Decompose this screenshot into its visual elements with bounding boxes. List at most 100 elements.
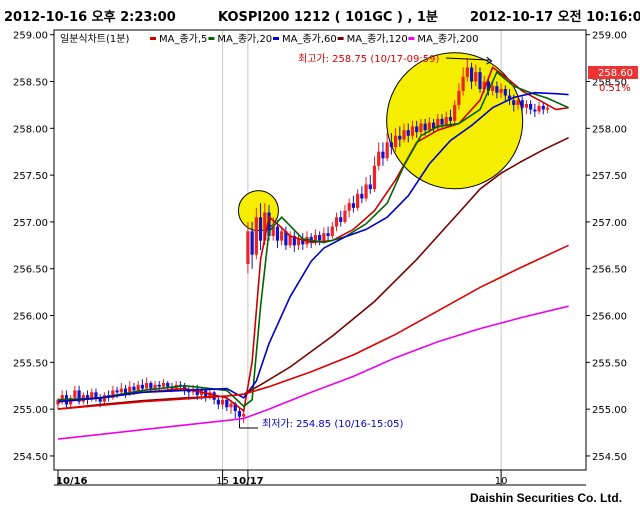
candle-body xyxy=(98,397,102,402)
candle-body xyxy=(153,384,157,389)
legend-label: MA_종가,120 xyxy=(347,33,408,45)
y-tick-label-left: 259.00 xyxy=(13,31,48,42)
y-tick-label-left: 257.50 xyxy=(13,171,48,182)
candle-body xyxy=(288,235,292,246)
candle-body xyxy=(128,386,132,395)
x-axis: 10/16 15 10/17 10 xyxy=(56,470,507,487)
candle-body xyxy=(516,100,520,105)
candle-body xyxy=(499,88,503,93)
y-tick-label-left: 254.50 xyxy=(13,452,48,463)
y-tick-label-right: 257.50 xyxy=(592,171,627,182)
candle-body xyxy=(250,231,254,255)
candle-body xyxy=(254,217,258,255)
candle-body xyxy=(410,126,415,136)
candle-body xyxy=(166,382,170,387)
y-axis-right: 259.00 258.50 258.00 257.50 257.00 256.50 256.… xyxy=(586,31,627,463)
y-tick-label-right: 256.00 xyxy=(592,312,627,323)
candle-body xyxy=(115,390,119,393)
high-price-label: 최고가: 258.75 (10/17-09:59) xyxy=(298,53,439,65)
candle-body xyxy=(368,184,372,190)
candle-body xyxy=(486,81,491,91)
y-tick-label-right: 255.50 xyxy=(592,358,627,369)
y-tick-label-right: 254.50 xyxy=(592,452,627,463)
y-tick-label-left: 257.00 xyxy=(13,218,48,229)
highlight-circle-small xyxy=(237,190,279,232)
candle-body xyxy=(339,217,343,222)
candle-body xyxy=(237,411,242,417)
current-change: 0.51% xyxy=(599,83,631,94)
candle-body xyxy=(123,388,128,395)
candle-body xyxy=(524,103,529,108)
candle-body xyxy=(469,67,474,82)
candle-body xyxy=(440,118,444,125)
candle-body xyxy=(85,395,90,400)
candle-body xyxy=(427,122,431,131)
candle-body xyxy=(187,390,191,393)
high-arrowhead xyxy=(486,56,493,65)
candle-body xyxy=(461,76,465,91)
candle-body xyxy=(145,382,149,389)
legend-title: 일분식차트(1분) xyxy=(60,33,129,45)
high-pointer xyxy=(445,57,491,61)
candle-body xyxy=(229,403,233,408)
candle-body xyxy=(503,88,507,96)
candle-body xyxy=(533,109,537,112)
candle-body xyxy=(216,399,220,405)
candle-body xyxy=(275,226,280,241)
candle-body xyxy=(334,217,339,227)
candle-body xyxy=(482,81,486,89)
instrument-title: KOSPI200 1212 ( 101GC ) , 1분 xyxy=(218,10,438,25)
ma-line xyxy=(57,305,569,440)
candle-body xyxy=(394,135,398,148)
end-time: 2012-10-17 오전 10:16:00 xyxy=(470,10,640,25)
candle-body xyxy=(453,104,457,121)
x-tick-label: 10 xyxy=(495,476,508,487)
candle-body xyxy=(267,212,271,236)
candle-body xyxy=(296,238,301,246)
candle-body xyxy=(402,130,406,140)
candles xyxy=(56,58,550,424)
candle-body xyxy=(233,403,237,412)
candle-body xyxy=(246,231,250,265)
y-tick-label-left: 258.50 xyxy=(13,77,48,88)
candle-body xyxy=(385,142,389,159)
legend-swatch xyxy=(408,37,415,40)
legend-swatch xyxy=(273,37,279,40)
y-tick-label-left: 258.00 xyxy=(13,124,48,135)
legend-swatch xyxy=(337,37,344,40)
candle-body xyxy=(377,151,381,166)
candle-body xyxy=(537,105,541,112)
candle-body xyxy=(512,100,516,105)
candle-body xyxy=(318,235,322,241)
candle-body xyxy=(313,235,318,243)
candle-body xyxy=(292,235,296,246)
candle-body xyxy=(360,193,364,199)
legend-swatch xyxy=(208,37,215,40)
legend-label: MA_종가,200 xyxy=(417,33,478,45)
plot-frame xyxy=(53,29,587,486)
x-tick-label: 10/17 xyxy=(232,476,264,487)
legend-label: MA_종가,20 xyxy=(217,33,272,45)
annotations: 최고가: 258.75 (10/17-09:59) 최저가: 254.85 (1… xyxy=(238,53,493,430)
y-tick-label-left: 255.00 xyxy=(13,405,48,416)
candle-body xyxy=(529,103,533,110)
candle-body xyxy=(220,399,225,405)
current-price-badge xyxy=(588,66,638,79)
candle-body xyxy=(347,203,351,211)
candle-body xyxy=(372,165,377,190)
candle-body xyxy=(423,123,427,131)
candle-body xyxy=(545,107,550,110)
candle-body xyxy=(56,399,60,405)
candle-body xyxy=(326,233,330,236)
candle-body xyxy=(242,413,246,417)
plot-border xyxy=(53,29,587,471)
candle-body xyxy=(431,122,436,129)
candle-body xyxy=(77,390,81,402)
y-axis-left: 259.00 258.50 258.00 257.50 257.00 256.50 256.… xyxy=(13,31,54,463)
candle-body xyxy=(322,233,326,241)
y-tick-label-left: 255.50 xyxy=(13,358,48,369)
candle-body xyxy=(60,395,64,400)
candle-body xyxy=(507,95,512,101)
x-tick-label: 10/16 xyxy=(56,476,88,487)
